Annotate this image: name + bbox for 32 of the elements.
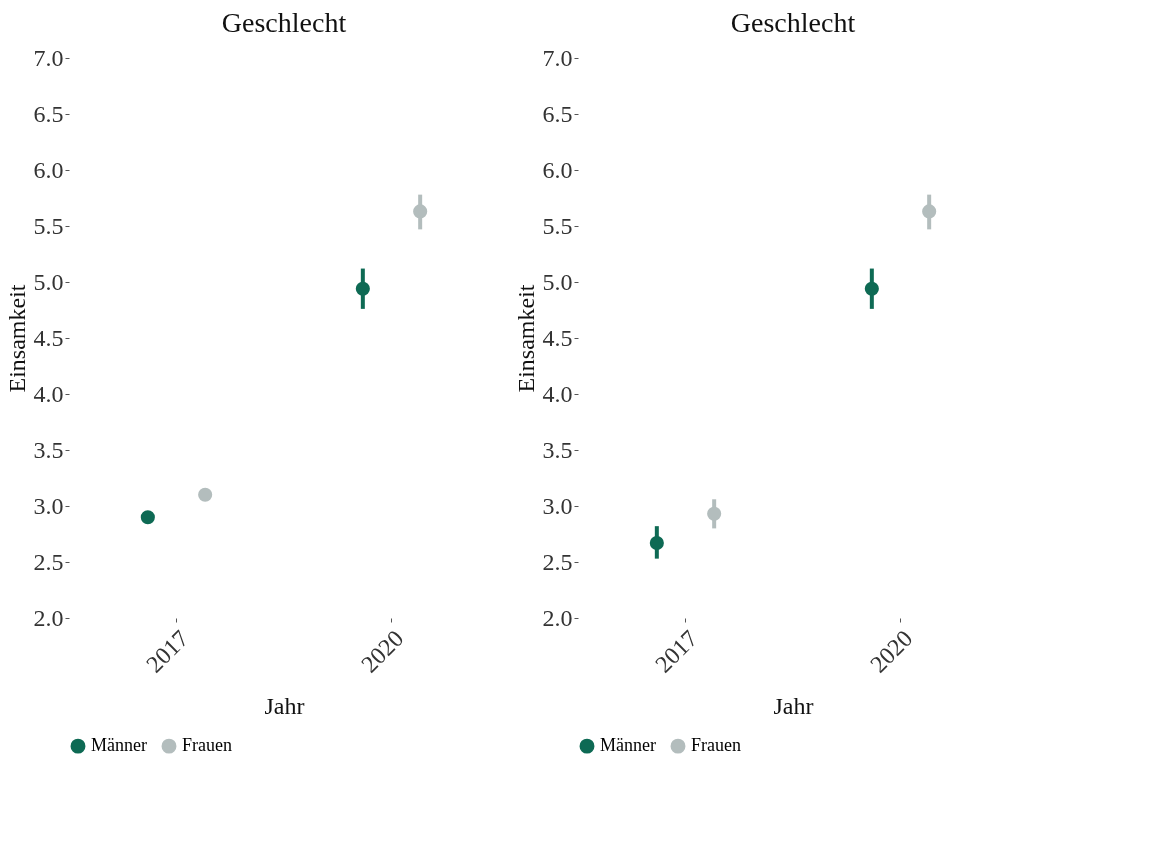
y-tick-label: 5.0 bbox=[542, 268, 573, 295]
y-tick-label: 5.5 bbox=[33, 212, 64, 239]
legend-label: Frauen bbox=[182, 735, 232, 756]
y-tick-label: 6.5 bbox=[33, 100, 64, 127]
x-axis-title: Jahr bbox=[264, 693, 305, 720]
y-tick-label: 2.0 bbox=[542, 604, 573, 631]
y-tick-label: 7.0 bbox=[33, 44, 64, 71]
y-tick-label: 3.0 bbox=[542, 492, 573, 519]
y-axis-title: Einsamkeit bbox=[3, 284, 30, 393]
y-tick-label: 4.5 bbox=[33, 324, 64, 351]
chart-title: Geschlecht bbox=[730, 7, 856, 38]
y-tick-label: 2.5 bbox=[33, 548, 64, 575]
legend-label: Frauen bbox=[691, 735, 741, 756]
y-tick-label: 6.5 bbox=[542, 100, 573, 127]
y-tick-label: 6.0 bbox=[33, 156, 64, 183]
y-tick-label: 5.5 bbox=[542, 212, 573, 239]
y-tick-label: 2.0 bbox=[33, 604, 64, 631]
x-axis-title: Jahr bbox=[773, 693, 814, 720]
y-tick-label: 5.0 bbox=[33, 268, 64, 295]
y-tick-label: 3.0 bbox=[33, 492, 64, 519]
legend-label: Männer bbox=[600, 735, 656, 756]
y-tick-label: 3.5 bbox=[33, 436, 64, 463]
y-tick-label: 4.5 bbox=[542, 324, 573, 351]
y-tick-label: 6.0 bbox=[542, 156, 573, 183]
y-tick-label: 4.0 bbox=[33, 380, 64, 407]
y-tick-label: 7.0 bbox=[542, 44, 573, 71]
legend-label: Männer bbox=[91, 735, 147, 756]
y-axis-title: Einsamkeit bbox=[512, 284, 539, 393]
y-tick-label: 4.0 bbox=[542, 380, 573, 407]
chart-title: Geschlecht bbox=[221, 7, 347, 38]
y-tick-label: 2.5 bbox=[542, 548, 573, 575]
y-tick-label: 3.5 bbox=[542, 436, 573, 463]
